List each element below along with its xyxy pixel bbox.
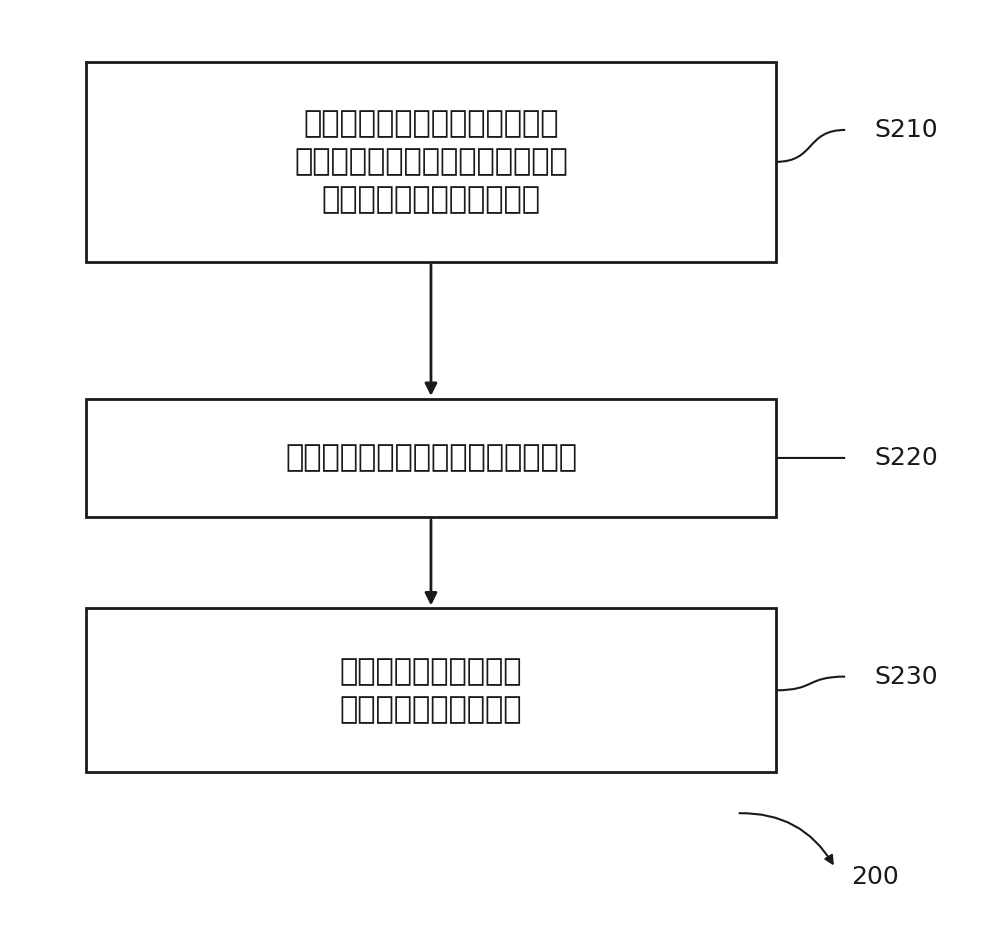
FancyBboxPatch shape <box>86 399 776 517</box>
Text: S220: S220 <box>875 446 938 470</box>
Text: 根据估计的数量来调度
混合自动重复请求数据: 根据估计的数量来调度 混合自动重复请求数据 <box>340 657 522 724</box>
Text: S210: S210 <box>875 118 938 142</box>
Text: S230: S230 <box>875 664 938 688</box>
FancyBboxPatch shape <box>86 609 776 772</box>
FancyBboxPatch shape <box>86 62 776 262</box>
Text: 估计终端设备中可用软缓冲区的数量: 估计终端设备中可用软缓冲区的数量 <box>285 443 577 473</box>
Text: 200: 200 <box>851 865 899 889</box>
Text: 从终端设备接收指示终端设备的
一个或更多个数据处理能力的一个
或更多个数据处理容量指示: 从终端设备接收指示终端设备的 一个或更多个数据处理能力的一个 或更多个数据处理容… <box>294 109 568 215</box>
